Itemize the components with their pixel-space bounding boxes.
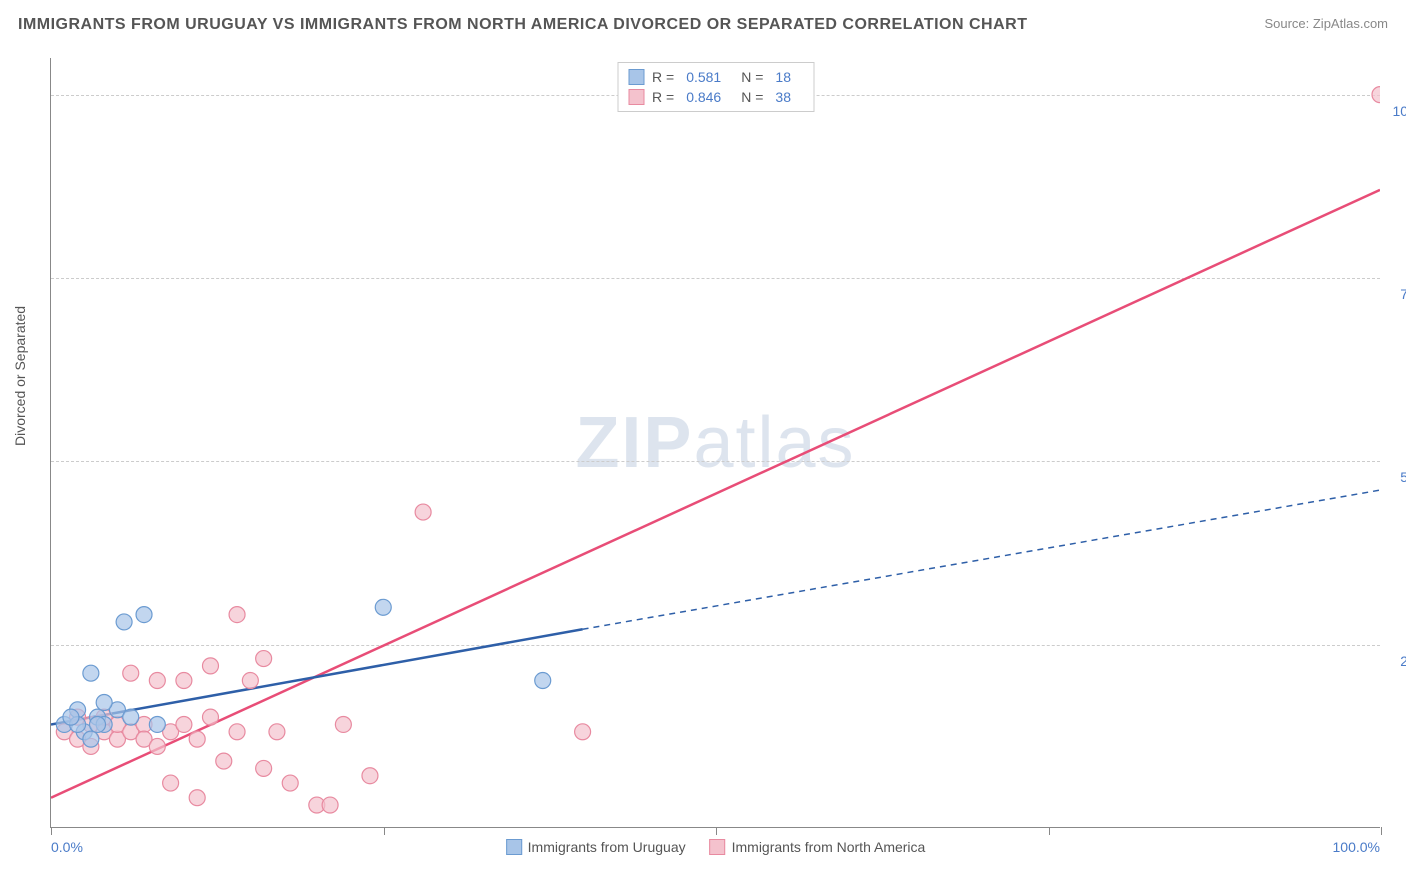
swatch-icon: [710, 839, 726, 855]
y-tick-label: 75.0%: [1400, 286, 1406, 302]
x-axis-min-label: 0.0%: [51, 839, 83, 855]
swatch-icon: [506, 839, 522, 855]
y-tick-label: 25.0%: [1400, 653, 1406, 669]
y-tick-label: 50.0%: [1400, 469, 1406, 485]
correlation-legend: R = 0.581 N = 18 R = 0.846 N = 38: [617, 62, 814, 112]
legend-row-north-america: R = 0.846 N = 38: [628, 87, 803, 107]
chart-title: IMMIGRANTS FROM URUGUAY VS IMMIGRANTS FR…: [18, 16, 1027, 34]
x-axis-max-label: 100.0%: [1333, 839, 1380, 855]
source-attribution: Source: ZipAtlas.com: [1264, 16, 1388, 31]
legend-item-north-america: Immigrants from North America: [710, 839, 926, 855]
series-legend: Immigrants from Uruguay Immigrants from …: [506, 839, 926, 855]
legend-row-uruguay: R = 0.581 N = 18: [628, 67, 803, 87]
y-axis-title: Divorced or Separated: [12, 306, 28, 446]
legend-item-uruguay: Immigrants from Uruguay: [506, 839, 686, 855]
y-tick-label: 100.0%: [1393, 103, 1406, 119]
plot-area: ZIPatlas 25.0%50.0%75.0%100.0% R = 0.581…: [50, 58, 1380, 828]
scatter-plot: [51, 58, 1380, 827]
swatch-icon: [628, 89, 644, 105]
swatch-icon: [628, 69, 644, 85]
